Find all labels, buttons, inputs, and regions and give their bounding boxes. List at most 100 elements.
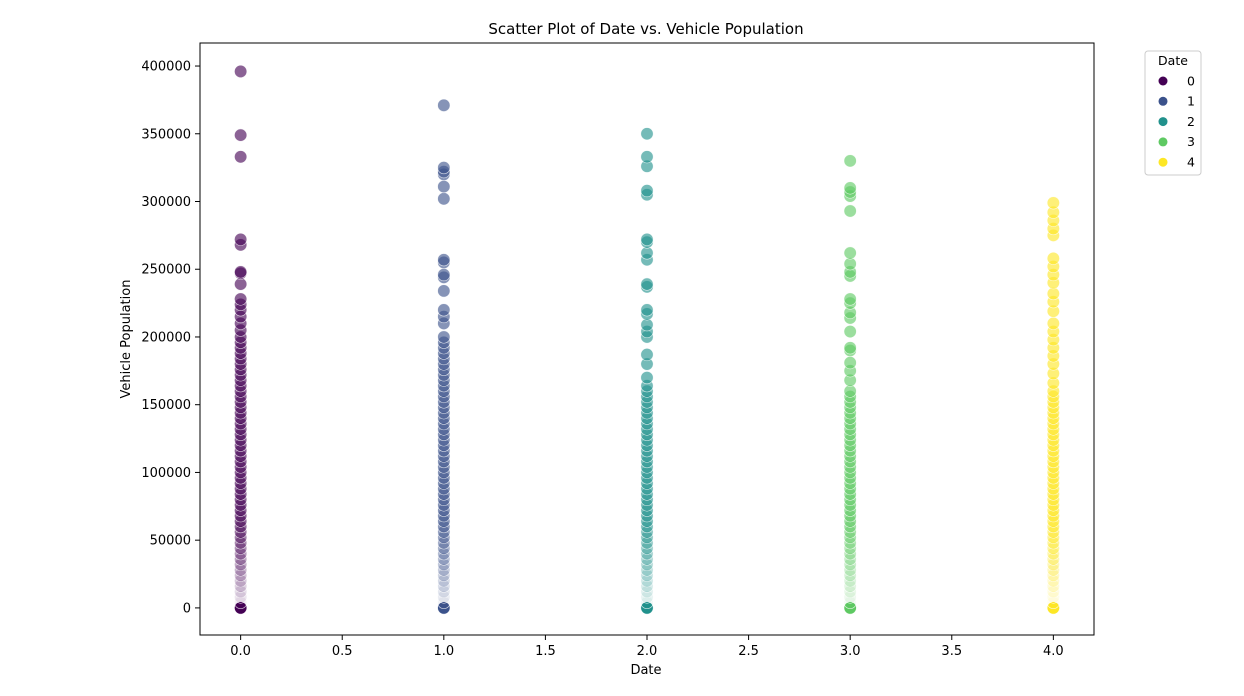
data-point [640,232,654,246]
data-point [843,579,857,593]
y-tick-label: 150000 [141,398,191,413]
data-point [437,558,451,572]
data-point [437,590,451,604]
data-point [843,181,857,195]
data-point [843,595,857,609]
data-point [1046,579,1060,593]
data-point [437,579,451,593]
data-point [843,558,857,572]
data-point [234,64,248,78]
data-point [640,547,654,561]
x-tick-label: 0.0 [230,644,251,659]
x-tick-label: 0.5 [332,644,353,659]
data-point [640,601,654,615]
data-point [437,180,451,194]
data-point [843,325,857,339]
data-point [843,585,857,599]
data-point [640,579,654,593]
y-tick-label: 400000 [141,60,191,75]
legend-marker [1158,137,1168,147]
y-tick-label: 350000 [141,127,191,142]
data-point [843,204,857,218]
legend-label: 1 [1187,94,1195,109]
data-point [843,568,857,582]
data-point [843,341,857,355]
data-point [437,568,451,582]
data-point [234,128,248,142]
data-point [640,574,654,588]
data-point [437,585,451,599]
data-point [640,568,654,582]
data-point [234,595,248,609]
data-point [234,568,248,582]
series-3 [843,154,857,615]
y-axis-label: Vehicle Population [119,280,134,399]
legend-marker [1158,117,1168,127]
data-point [1046,585,1060,599]
y-tick-label: 0 [183,601,191,616]
data-point [437,552,451,566]
y-tick-label: 200000 [141,330,191,345]
data-point [640,590,654,604]
data-point [234,601,248,615]
data-point [234,579,248,593]
data-point [437,268,451,282]
y-tick-label: 50000 [150,534,191,549]
data-point [640,127,654,141]
data-point [843,292,857,306]
data-point [234,265,248,279]
y-axis: 0 50000 100000 150000 200000 250000 300000 3500… [141,60,200,616]
data-point [843,601,857,615]
data-point [640,277,654,291]
data-point [640,552,654,566]
x-tick-label: 4.0 [1043,644,1064,659]
data-point [640,585,654,599]
data-point [437,253,451,267]
data-point [1046,547,1060,561]
data-point [843,552,857,566]
data-point [1046,563,1060,577]
data-point [843,547,857,561]
data-point [437,192,451,206]
data-point [640,371,654,385]
series-4 [1046,196,1060,615]
data-point [640,563,654,577]
x-axis-label: Date [630,663,661,678]
legend-entries: 0 1 2 3 4 [1158,73,1195,170]
data-point [1046,590,1060,604]
data-point [437,601,451,615]
data-point [234,563,248,577]
data-point [437,330,451,344]
data-point [437,563,451,577]
data-point [1046,251,1060,265]
y-tick-label: 250000 [141,263,191,278]
x-tick-label: 3.5 [941,644,962,659]
legend-label: 4 [1187,155,1195,170]
data-point [1046,601,1060,615]
chart-title: Scatter Plot of Date vs. Vehicle Populat… [488,20,803,38]
data-point [234,574,248,588]
data-point [234,590,248,604]
series-2 [640,127,654,615]
data-point [437,284,451,298]
data-point [1046,316,1060,330]
legend-label: 2 [1187,114,1195,129]
data-point [234,232,248,246]
data-point [640,303,654,317]
data-point [234,585,248,599]
data-point [640,595,654,609]
data-point [843,246,857,260]
data-point [437,161,451,175]
x-tick-label: 1.0 [433,644,454,659]
legend: Date 0 1 2 3 4 [1144,50,1202,176]
data-point [843,563,857,577]
data-point [843,590,857,604]
legend-label: 3 [1187,134,1195,149]
data-point [843,574,857,588]
x-tick-label: 2.0 [637,644,658,659]
x-tick-label: 1.5 [535,644,556,659]
data-point [234,150,248,164]
x-tick-label: 3.0 [840,644,861,659]
